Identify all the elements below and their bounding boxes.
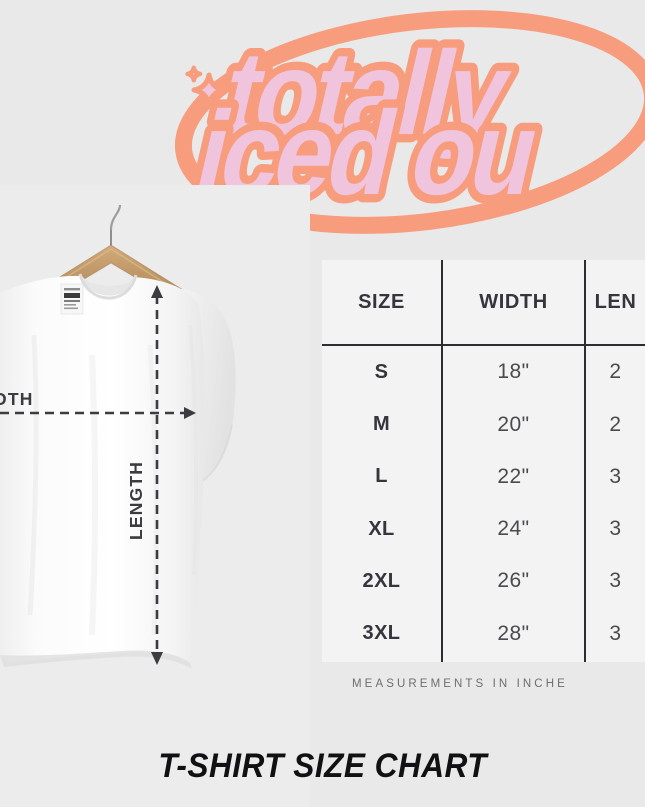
cell-size: S [374, 360, 389, 383]
sparkle-icon-small [185, 65, 203, 83]
shirt-body [0, 275, 205, 665]
cell-length: 2 [584, 345, 645, 399]
bottom-title: T-SHIRT SIZE CHART [0, 735, 645, 797]
sparkle-icon [191, 72, 227, 108]
shirt-hem [0, 650, 192, 669]
cell-width: 28" [441, 607, 585, 662]
header-width: WIDTH [441, 260, 585, 346]
measurement-overlay: IDTH LENGTH [0, 285, 196, 665]
cell-size: 3XL [362, 622, 401, 645]
cell-width: 24" [441, 502, 585, 556]
table-header-row: SIZE WIDTH LEN [322, 260, 645, 346]
cell-length: 3 [584, 450, 645, 503]
svg-text:totally: totally [212, 27, 522, 160]
fabric-folds [27, 324, 199, 636]
table-row: XL 24" 3 [322, 502, 645, 556]
cell-width: 22" [441, 450, 585, 503]
cell-size: 2XL [362, 569, 401, 592]
shirt-collar [82, 276, 134, 296]
hanger-hook-icon [109, 204, 122, 247]
cell-size: XL [368, 517, 395, 540]
cell-length: 3 [584, 502, 645, 556]
cell-length: 3 [584, 555, 645, 608]
logo-line-1: totally [204, 19, 530, 168]
cell-width: 26" [441, 555, 585, 608]
size-table-card: SIZE WIDTH LEN S 18" 2 M 20" 2 L [322, 260, 645, 662]
measurements-footnote: MEASUREMENTS IN INCHE [352, 678, 568, 690]
table-row: L 22" 3 [322, 450, 645, 503]
size-table: SIZE WIDTH LEN S 18" 2 M 20" 2 L [322, 260, 645, 662]
width-guide: IDTH [0, 389, 196, 419]
table-row: 2XL 26" 3 [322, 555, 645, 608]
logo-ellipse-ring [174, 10, 645, 234]
width-label: IDTH [0, 389, 34, 409]
cell-length: 3 [584, 607, 645, 662]
table-row: S 18" 2 [322, 345, 645, 399]
table-row: M 20" 2 [322, 398, 645, 451]
cell-size: L [375, 465, 388, 488]
neck-tag [60, 283, 84, 315]
table-row: 3XL 28" 3 [322, 607, 645, 662]
cell-size: M [372, 413, 391, 435]
cell-length: 2 [584, 398, 645, 451]
length-guide: LENGTH [126, 285, 163, 665]
header-size: SIZE [322, 260, 442, 346]
cell-width: 18" [441, 345, 585, 399]
product-photo-svg [0, 185, 310, 807]
header-length: LEN [584, 260, 645, 346]
cell-width: 20" [441, 398, 585, 451]
length-label: LENGTH [126, 461, 146, 540]
product-photo [0, 185, 310, 807]
bottom-title-text: T-SHIRT SIZE CHART [158, 746, 487, 785]
